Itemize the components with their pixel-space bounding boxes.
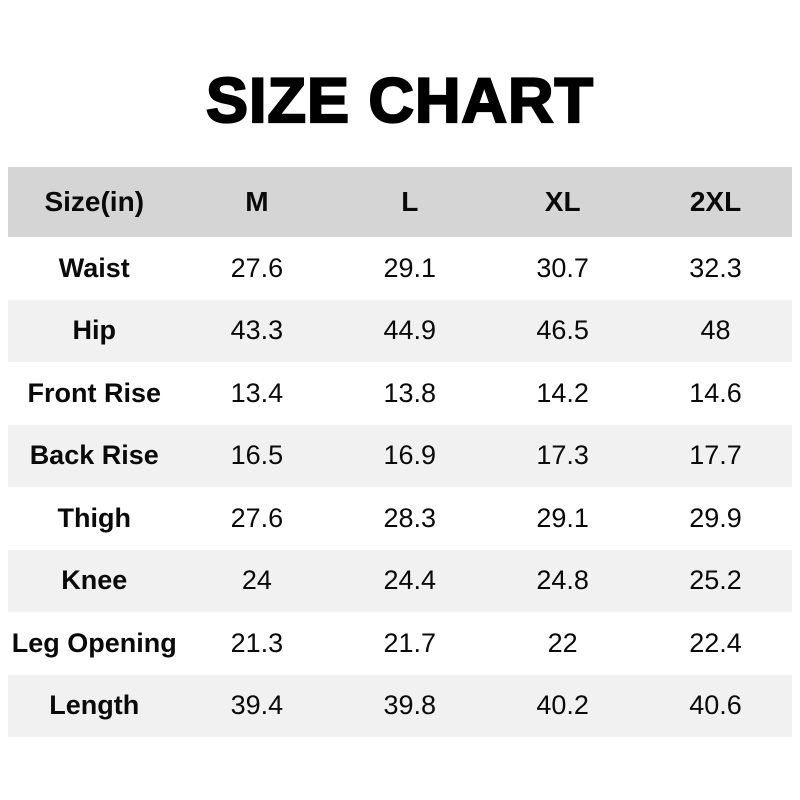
cell-value: 16.9 bbox=[383, 440, 437, 471]
cell-value: 46.5 bbox=[536, 315, 589, 346]
row-label: Hip bbox=[72, 315, 116, 346]
cell-value: 16.5 bbox=[230, 440, 284, 471]
row-label: Knee bbox=[61, 565, 128, 596]
column-header-2xl: 2XL bbox=[689, 186, 742, 217]
cell-value: 24.4 bbox=[383, 565, 437, 596]
row-label: Leg Opening bbox=[11, 627, 177, 658]
cell-value: 24.8 bbox=[536, 565, 589, 596]
cell-value: 13.8 bbox=[383, 377, 437, 408]
cell-value: 21.7 bbox=[383, 627, 437, 658]
page-title: SIZE CHART bbox=[205, 66, 594, 136]
cell-value: 44.9 bbox=[383, 315, 437, 346]
column-header-xl: XL bbox=[544, 186, 581, 217]
cell-value: 43.3 bbox=[230, 315, 284, 346]
cell-value: 39.8 bbox=[383, 690, 437, 721]
cell-value: 27.6 bbox=[230, 252, 284, 283]
cell-value: 22.4 bbox=[689, 627, 742, 658]
cell-value: 32.3 bbox=[689, 252, 742, 283]
table-row: Length 39.4 39.8 40.2 40.6 bbox=[8, 674, 792, 737]
cell-value: 40.2 bbox=[536, 690, 589, 721]
row-label: Thigh bbox=[57, 502, 131, 533]
cell-value: 13.4 bbox=[230, 377, 284, 408]
table-body: Waist 27.6 29.1 30.7 32.3 Hip 43.3 44.9 46.5 48 Fr… bbox=[8, 237, 792, 737]
cell-value: 29.1 bbox=[383, 252, 437, 283]
table-row: Thigh 27.6 28.3 29.1 29.9 bbox=[8, 487, 792, 550]
cell-value: 14.6 bbox=[689, 377, 742, 408]
column-header-size: Size(in) bbox=[44, 186, 145, 217]
cell-value: 22 bbox=[547, 627, 578, 658]
row-label: Length bbox=[49, 690, 140, 721]
table-row: Front Rise 13.4 13.8 14.2 14.6 bbox=[8, 362, 792, 425]
row-label: Back Rise bbox=[29, 440, 159, 471]
cell-value: 17.7 bbox=[689, 440, 742, 471]
cell-value: 30.7 bbox=[536, 252, 589, 283]
cell-value: 14.2 bbox=[536, 377, 589, 408]
table-header-row: Size(in) M L XL 2XL bbox=[8, 167, 792, 237]
cell-value: 29.9 bbox=[689, 502, 742, 533]
cell-value: 27.6 bbox=[230, 502, 284, 533]
cell-value: 24 bbox=[241, 565, 272, 596]
cell-value: 17.3 bbox=[536, 440, 589, 471]
cell-value: 25.2 bbox=[689, 565, 742, 596]
cell-value: 40.6 bbox=[689, 690, 742, 721]
column-header-l: L bbox=[401, 186, 419, 217]
table-row: Back Rise 16.5 16.9 17.3 17.7 bbox=[8, 424, 792, 487]
cell-value: 21.3 bbox=[230, 627, 284, 658]
cell-value: 29.1 bbox=[536, 502, 589, 533]
size-table: Size(in) M L XL 2XL Waist 27.6 29.1 30.7 32.… bbox=[8, 167, 792, 737]
table-row: Knee 24 24.4 24.8 25.2 bbox=[8, 549, 792, 612]
cell-value: 28.3 bbox=[383, 502, 437, 533]
cell-value: 48 bbox=[700, 315, 731, 346]
table-row: Leg Opening 21.3 21.7 22 22.4 bbox=[8, 612, 792, 675]
cell-value: 39.4 bbox=[230, 690, 284, 721]
table-row: Waist 27.6 29.1 30.7 32.3 bbox=[8, 237, 792, 300]
table-row: Hip 43.3 44.9 46.5 48 bbox=[8, 299, 792, 362]
column-header-m: M bbox=[245, 186, 269, 217]
row-label: Waist bbox=[58, 252, 130, 283]
row-label: Front Rise bbox=[27, 377, 161, 408]
